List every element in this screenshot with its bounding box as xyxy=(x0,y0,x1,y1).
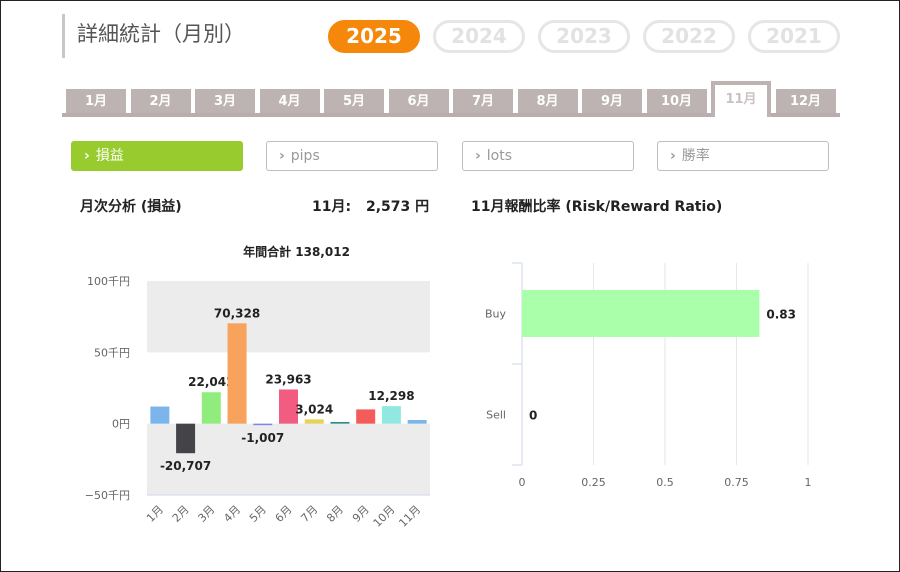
filter-label: 損益 xyxy=(95,148,124,164)
year-button-2025[interactable]: 2025 xyxy=(328,20,420,53)
bar-m11[interactable] xyxy=(407,419,427,424)
tab-month-5[interactable]: 5月 xyxy=(324,89,384,113)
bar-m4[interactable] xyxy=(227,323,247,424)
page-title: 詳細統計（月別） xyxy=(62,14,245,58)
tab-month-7[interactable]: 7月 xyxy=(453,89,513,113)
chevron-right-icon: › xyxy=(670,148,676,164)
tab-month-4[interactable]: 4月 xyxy=(259,89,320,113)
bar-m10[interactable] xyxy=(381,406,401,424)
year-button-2023[interactable]: 2023 xyxy=(538,20,630,53)
monthly-analysis-label: 月次分析 (損益) xyxy=(80,199,182,215)
monthly-pl-chart: 年間合計 138,012 100千円 50千円 0円 −50千円 1月 -20,707 2月 2… xyxy=(85,244,430,530)
filter-lots-button[interactable]: › lots xyxy=(462,141,634,171)
x-tick-label: 7月 xyxy=(298,503,320,525)
filter-label: pips xyxy=(290,148,320,164)
tab-month-9[interactable]: 9月 xyxy=(582,89,642,113)
x-tick-label: 10月 xyxy=(371,503,398,530)
bar-value-label: 23,963 xyxy=(265,372,311,386)
y-tick-label: 50千円 xyxy=(94,346,130,359)
bar-value-label: 22,042 xyxy=(188,375,234,389)
bar-m9[interactable] xyxy=(356,409,376,424)
x-tick-label: 3月 xyxy=(196,503,218,525)
year-button-2024[interactable]: 2024 xyxy=(433,20,525,53)
filter-label: lots xyxy=(486,148,513,164)
tab-month-11[interactable]: 11月 xyxy=(711,81,771,117)
bar-m6[interactable] xyxy=(279,389,298,424)
tab-month-6[interactable]: 6月 xyxy=(388,89,449,113)
current-month-value: 2,573 円 xyxy=(366,199,430,215)
x-tick-label: 6月 xyxy=(273,503,295,525)
filter-label: 勝率 xyxy=(681,148,710,164)
x-tick-label: 11月 xyxy=(396,503,423,530)
x-tick-label: 8月 xyxy=(324,503,346,525)
bar-value-label: 12,298 xyxy=(368,389,414,403)
x-tick-label: 9月 xyxy=(350,503,372,525)
tab-month-8[interactable]: 8月 xyxy=(517,89,578,113)
bar-m8[interactable] xyxy=(330,421,350,424)
plot-band xyxy=(147,281,430,353)
y-tick-label: 0円 xyxy=(112,418,130,431)
y-tick-label: −50千円 xyxy=(85,489,130,502)
chevron-right-icon: › xyxy=(84,148,90,164)
current-month-label: 11月: xyxy=(312,199,352,215)
tab-month-12[interactable]: 12月 xyxy=(775,89,836,113)
ratio-title: 11月報酬比率 (Risk/Reward Ratio) xyxy=(471,199,723,215)
chevron-right-icon: › xyxy=(279,148,285,164)
filter-pl-button[interactable]: › 損益 xyxy=(71,141,243,171)
x-tick-label: 2月 xyxy=(170,503,192,525)
x-tick-label: 5月 xyxy=(247,503,269,525)
bar-value-label: 3,024 xyxy=(295,402,333,416)
x-tick-label: 4月 xyxy=(221,503,243,525)
tab-month-2[interactable]: 2月 xyxy=(130,89,191,113)
chevron-right-icon: › xyxy=(475,148,481,164)
tab-month-1[interactable]: 1月 xyxy=(66,89,126,113)
bar-value-label: -1,007 xyxy=(241,431,284,445)
bar-m2[interactable] xyxy=(176,423,196,454)
bar-value-label: 70,328 xyxy=(214,306,260,320)
x-tick-label: 1月 xyxy=(144,503,166,525)
bar-m3[interactable] xyxy=(201,392,221,424)
filter-winrate-button[interactable]: › 勝率 xyxy=(657,141,829,171)
year-button-2022[interactable]: 2022 xyxy=(643,20,735,53)
bar-m7[interactable] xyxy=(304,419,324,424)
bar-m1[interactable] xyxy=(150,406,170,424)
month-tab-bar xyxy=(62,113,840,117)
bar-m5[interactable] xyxy=(253,423,273,426)
y-tick-label: 100千円 xyxy=(87,275,130,288)
tab-month-3[interactable]: 3月 xyxy=(195,89,255,113)
year-button-2021[interactable]: 2021 xyxy=(748,20,840,53)
bar-value-label: -20,707 xyxy=(160,459,211,473)
filter-pips-button[interactable]: › pips xyxy=(266,141,438,171)
tab-month-10[interactable]: 10月 xyxy=(646,89,707,113)
chart-title: 年間合計 138,012 xyxy=(243,244,350,259)
